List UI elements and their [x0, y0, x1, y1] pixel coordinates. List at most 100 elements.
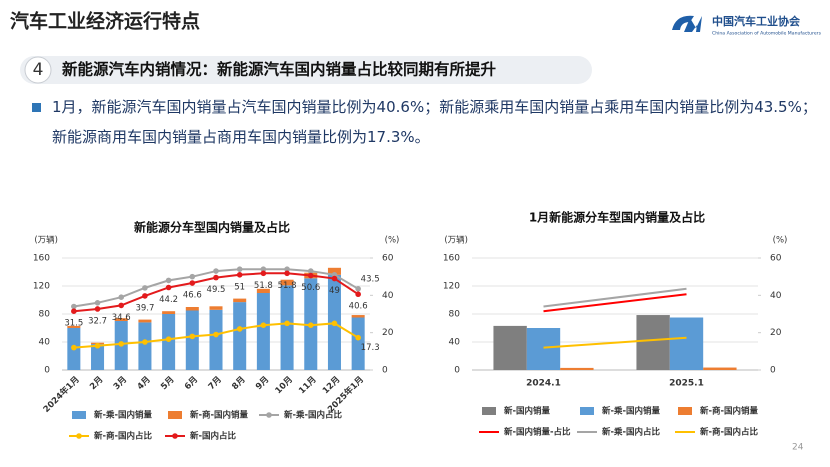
bar [233, 298, 247, 303]
legend-swatch [580, 407, 594, 415]
y-tick-label: 160 [33, 254, 50, 264]
bar [560, 367, 594, 370]
data-label: 39.7 [135, 303, 154, 313]
marker [142, 285, 148, 291]
data-label: 44.2 [159, 295, 178, 305]
bar [669, 317, 704, 370]
legend-label: 新-乘-国内占比 [284, 410, 343, 421]
data-label: 34.6 [112, 313, 131, 323]
y2-tick-label: 40 [770, 291, 782, 301]
bar [526, 328, 561, 370]
bullet [32, 103, 41, 112]
legend-marker [172, 433, 178, 439]
marker [213, 274, 219, 281]
legend-marker [266, 412, 272, 418]
marker [213, 268, 219, 274]
y2-axis-unit: (%) [773, 236, 788, 246]
bar [209, 306, 223, 310]
y2-tick-label: 20 [770, 328, 782, 338]
data-label: 32.7 [88, 316, 107, 326]
y2-tick-label: 40 [382, 291, 394, 301]
marker [142, 339, 148, 345]
marker [284, 320, 290, 327]
legend-label: 新-国内占比 [190, 431, 237, 442]
bar [280, 279, 294, 286]
data-label: 49 [329, 286, 340, 296]
marker [236, 272, 243, 278]
bar [91, 344, 105, 370]
marker [260, 270, 267, 277]
x-tick-label: 2024.1 [526, 379, 561, 389]
data-label: 51 [234, 282, 245, 292]
y2-tick-label: 60 [382, 254, 394, 264]
y2-tick-label: 0 [770, 366, 776, 376]
bar [256, 293, 270, 370]
marker [355, 334, 361, 341]
y2-axis-unit: (%) [385, 236, 400, 246]
bar [185, 307, 199, 311]
marker [213, 331, 219, 338]
x-tick-label: 2024年1月 [41, 374, 82, 415]
data-label: 43.5 [361, 274, 380, 284]
marker [331, 275, 338, 282]
y-tick-label: 0 [454, 366, 460, 376]
marker [165, 277, 172, 284]
data-label: 17.3 [361, 343, 380, 353]
x-tick-label: 9月 [254, 375, 271, 392]
section-badge [24, 56, 52, 84]
marker [236, 266, 243, 273]
legend-marker [76, 433, 82, 439]
data-label: 31.5 [64, 319, 83, 329]
legend-label: 新-商-国内销量 [700, 406, 759, 417]
bar [162, 311, 176, 314]
legend-label: 新-乘-国内占比 [602, 427, 661, 438]
chart-title: 1月新能源分车型国内销量及占比 [529, 210, 705, 225]
marker [118, 341, 125, 347]
bar [256, 288, 270, 293]
legend-label: 新-商-国内销量 [190, 410, 249, 421]
marker [331, 320, 338, 327]
y2-tick-label: 60 [770, 254, 782, 264]
bar [493, 325, 527, 370]
body-text: 1月，新能源汽车国内销量占汽车国内销量比例为40.6%；新能源乘用车国内销量占乘… [52, 98, 817, 146]
bar [351, 315, 365, 318]
legend-label: 新-乘-国内销量 [94, 410, 153, 421]
marker [284, 266, 290, 273]
y2-tick-label: 0 [382, 366, 388, 376]
marker [284, 270, 290, 277]
y-tick-label: 40 [39, 338, 51, 348]
legend-label: 新-国内销量-占比 [504, 427, 571, 438]
y-tick-label: 40 [449, 338, 461, 348]
logo-mark [672, 15, 702, 32]
y-tick-label: 0 [44, 366, 50, 376]
x-tick-label: 7月 [207, 375, 224, 392]
chart-title: 新能源分车型国内销量及占比 [134, 220, 290, 235]
bar [185, 310, 199, 370]
line [543, 293, 687, 313]
bar [138, 319, 152, 323]
x-tick-label: 8月 [230, 375, 247, 392]
x-tick-label: 2月 [88, 375, 105, 392]
marker [94, 306, 101, 312]
legend-swatch [72, 411, 86, 419]
logo-name: 中国汽车工业协会 [712, 14, 801, 28]
marker [71, 344, 77, 351]
bar [636, 315, 670, 370]
bar [280, 285, 294, 370]
marker [307, 272, 314, 279]
bar [351, 317, 365, 370]
x-tick-label: 2025.1 [669, 379, 704, 389]
bar [703, 367, 737, 370]
header-title: 汽车工业经济运行特点 [10, 10, 200, 33]
marker [355, 291, 361, 298]
y-tick-label: 160 [443, 254, 460, 264]
data-label: 50.6 [301, 283, 320, 293]
bar [209, 309, 223, 370]
marker [165, 336, 172, 343]
x-tick-label: 10月 [274, 375, 295, 396]
data-label: 46.6 [183, 291, 202, 301]
x-tick-label: 4月 [136, 375, 153, 392]
data-label: 51.8 [254, 281, 273, 291]
legend-label: 新-商-国内占比 [700, 427, 759, 438]
